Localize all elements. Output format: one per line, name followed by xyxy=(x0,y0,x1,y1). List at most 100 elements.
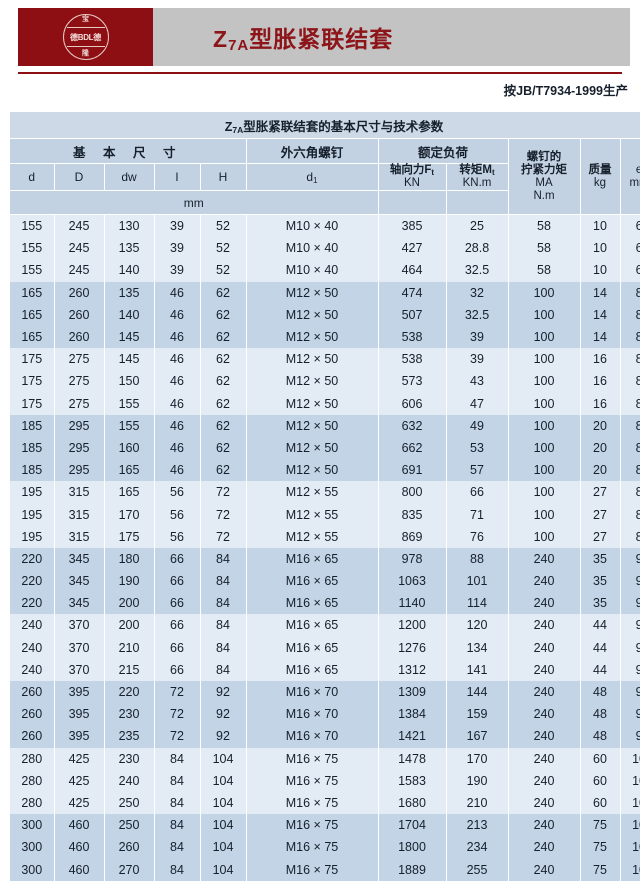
cell-e: 8 xyxy=(620,437,640,459)
cell-M: 159 xyxy=(446,703,508,725)
cell-l: 46 xyxy=(154,304,200,326)
cell-d1: M16 × 65 xyxy=(246,548,378,570)
cell-l: 46 xyxy=(154,459,200,481)
cell-e: 8 xyxy=(620,326,640,348)
cell-kg: 27 xyxy=(580,526,620,548)
cell-M: 47 xyxy=(446,393,508,415)
cell-MA: 240 xyxy=(508,614,580,636)
cell-H: 62 xyxy=(200,370,246,392)
cell-MA: 100 xyxy=(508,459,580,481)
cell-l: 66 xyxy=(154,614,200,636)
title-rest: 型胀紧联结套 xyxy=(249,26,393,52)
cell-dw: 150 xyxy=(104,370,154,392)
cell-MA: 240 xyxy=(508,637,580,659)
cell-M: 190 xyxy=(446,770,508,792)
cell-F: 1800 xyxy=(378,836,446,858)
cell-H: 62 xyxy=(200,282,246,304)
cell-l: 39 xyxy=(154,259,200,281)
cell-d: 195 xyxy=(10,481,54,503)
unit-blank-M xyxy=(446,191,508,215)
cell-dw: 260 xyxy=(104,836,154,858)
col-M-main: 转矩M xyxy=(459,164,492,176)
cell-D: 460 xyxy=(54,836,104,858)
cell-l: 39 xyxy=(154,215,200,238)
cell-MA: 100 xyxy=(508,326,580,348)
col-e: e mm xyxy=(620,139,640,215)
cell-D: 395 xyxy=(54,703,104,725)
cell-H: 104 xyxy=(200,814,246,836)
col-l: l xyxy=(154,164,200,191)
cell-dw: 235 xyxy=(104,725,154,747)
cell-D: 295 xyxy=(54,415,104,437)
cell-d1: M10 × 40 xyxy=(246,215,378,238)
logo-bottom-char: 隆 xyxy=(64,50,108,58)
cell-F: 1680 xyxy=(378,792,446,814)
cell-d: 155 xyxy=(10,215,54,238)
cell-e: 8 xyxy=(620,282,640,304)
cell-M: 76 xyxy=(446,526,508,548)
cell-kg: 16 xyxy=(580,393,620,415)
cell-F: 1312 xyxy=(378,659,446,681)
cell-kg: 27 xyxy=(580,503,620,525)
cell-e: 8 xyxy=(620,415,640,437)
cell-H: 84 xyxy=(200,614,246,636)
cell-D: 275 xyxy=(54,370,104,392)
cell-kg: 44 xyxy=(580,659,620,681)
cell-MA: 100 xyxy=(508,393,580,415)
cell-e: 8 xyxy=(620,481,640,503)
cell-dw: 140 xyxy=(104,259,154,281)
cell-e: 10 xyxy=(620,792,640,814)
cell-d: 195 xyxy=(10,526,54,548)
cell-l: 66 xyxy=(154,548,200,570)
cell-kg: 60 xyxy=(580,770,620,792)
cell-dw: 145 xyxy=(104,326,154,348)
cell-d: 280 xyxy=(10,792,54,814)
cell-dw: 135 xyxy=(104,282,154,304)
cell-kg: 48 xyxy=(580,725,620,747)
col-F-main: 轴向力F xyxy=(390,164,432,176)
cell-F: 978 xyxy=(378,548,446,570)
cell-l: 46 xyxy=(154,282,200,304)
cell-l: 66 xyxy=(154,659,200,681)
cell-d1: M12 × 50 xyxy=(246,282,378,304)
cell-d1: M16 × 75 xyxy=(246,770,378,792)
cell-kg: 35 xyxy=(580,548,620,570)
cell-dw: 165 xyxy=(104,459,154,481)
cell-e: 9 xyxy=(620,681,640,703)
cell-l: 46 xyxy=(154,370,200,392)
cell-H: 62 xyxy=(200,326,246,348)
cell-M: 43 xyxy=(446,370,508,392)
cell-M: 25 xyxy=(446,215,508,238)
cell-F: 835 xyxy=(378,503,446,525)
cell-e: 9 xyxy=(620,548,640,570)
cell-M: 32.5 xyxy=(446,259,508,281)
cell-kg: 20 xyxy=(580,459,620,481)
cell-M: 213 xyxy=(446,814,508,836)
cell-d1: M12 × 50 xyxy=(246,326,378,348)
cell-F: 691 xyxy=(378,459,446,481)
cell-H: 104 xyxy=(200,770,246,792)
cell-d: 175 xyxy=(10,370,54,392)
cell-M: 255 xyxy=(446,858,508,880)
title-subscript: 7A xyxy=(228,37,249,54)
cell-H: 52 xyxy=(200,259,246,281)
cell-kg: 75 xyxy=(580,836,620,858)
logo-mid-text: 德BDL德 xyxy=(70,33,101,42)
cell-MA: 240 xyxy=(508,836,580,858)
cell-MA: 100 xyxy=(508,304,580,326)
cell-d1: M12 × 50 xyxy=(246,437,378,459)
cell-e: 8 xyxy=(620,459,640,481)
cell-e: 9 xyxy=(620,659,640,681)
cell-D: 460 xyxy=(54,858,104,880)
cell-M: 57 xyxy=(446,459,508,481)
cell-d1: M16 × 70 xyxy=(246,703,378,725)
cell-F: 1200 xyxy=(378,614,446,636)
